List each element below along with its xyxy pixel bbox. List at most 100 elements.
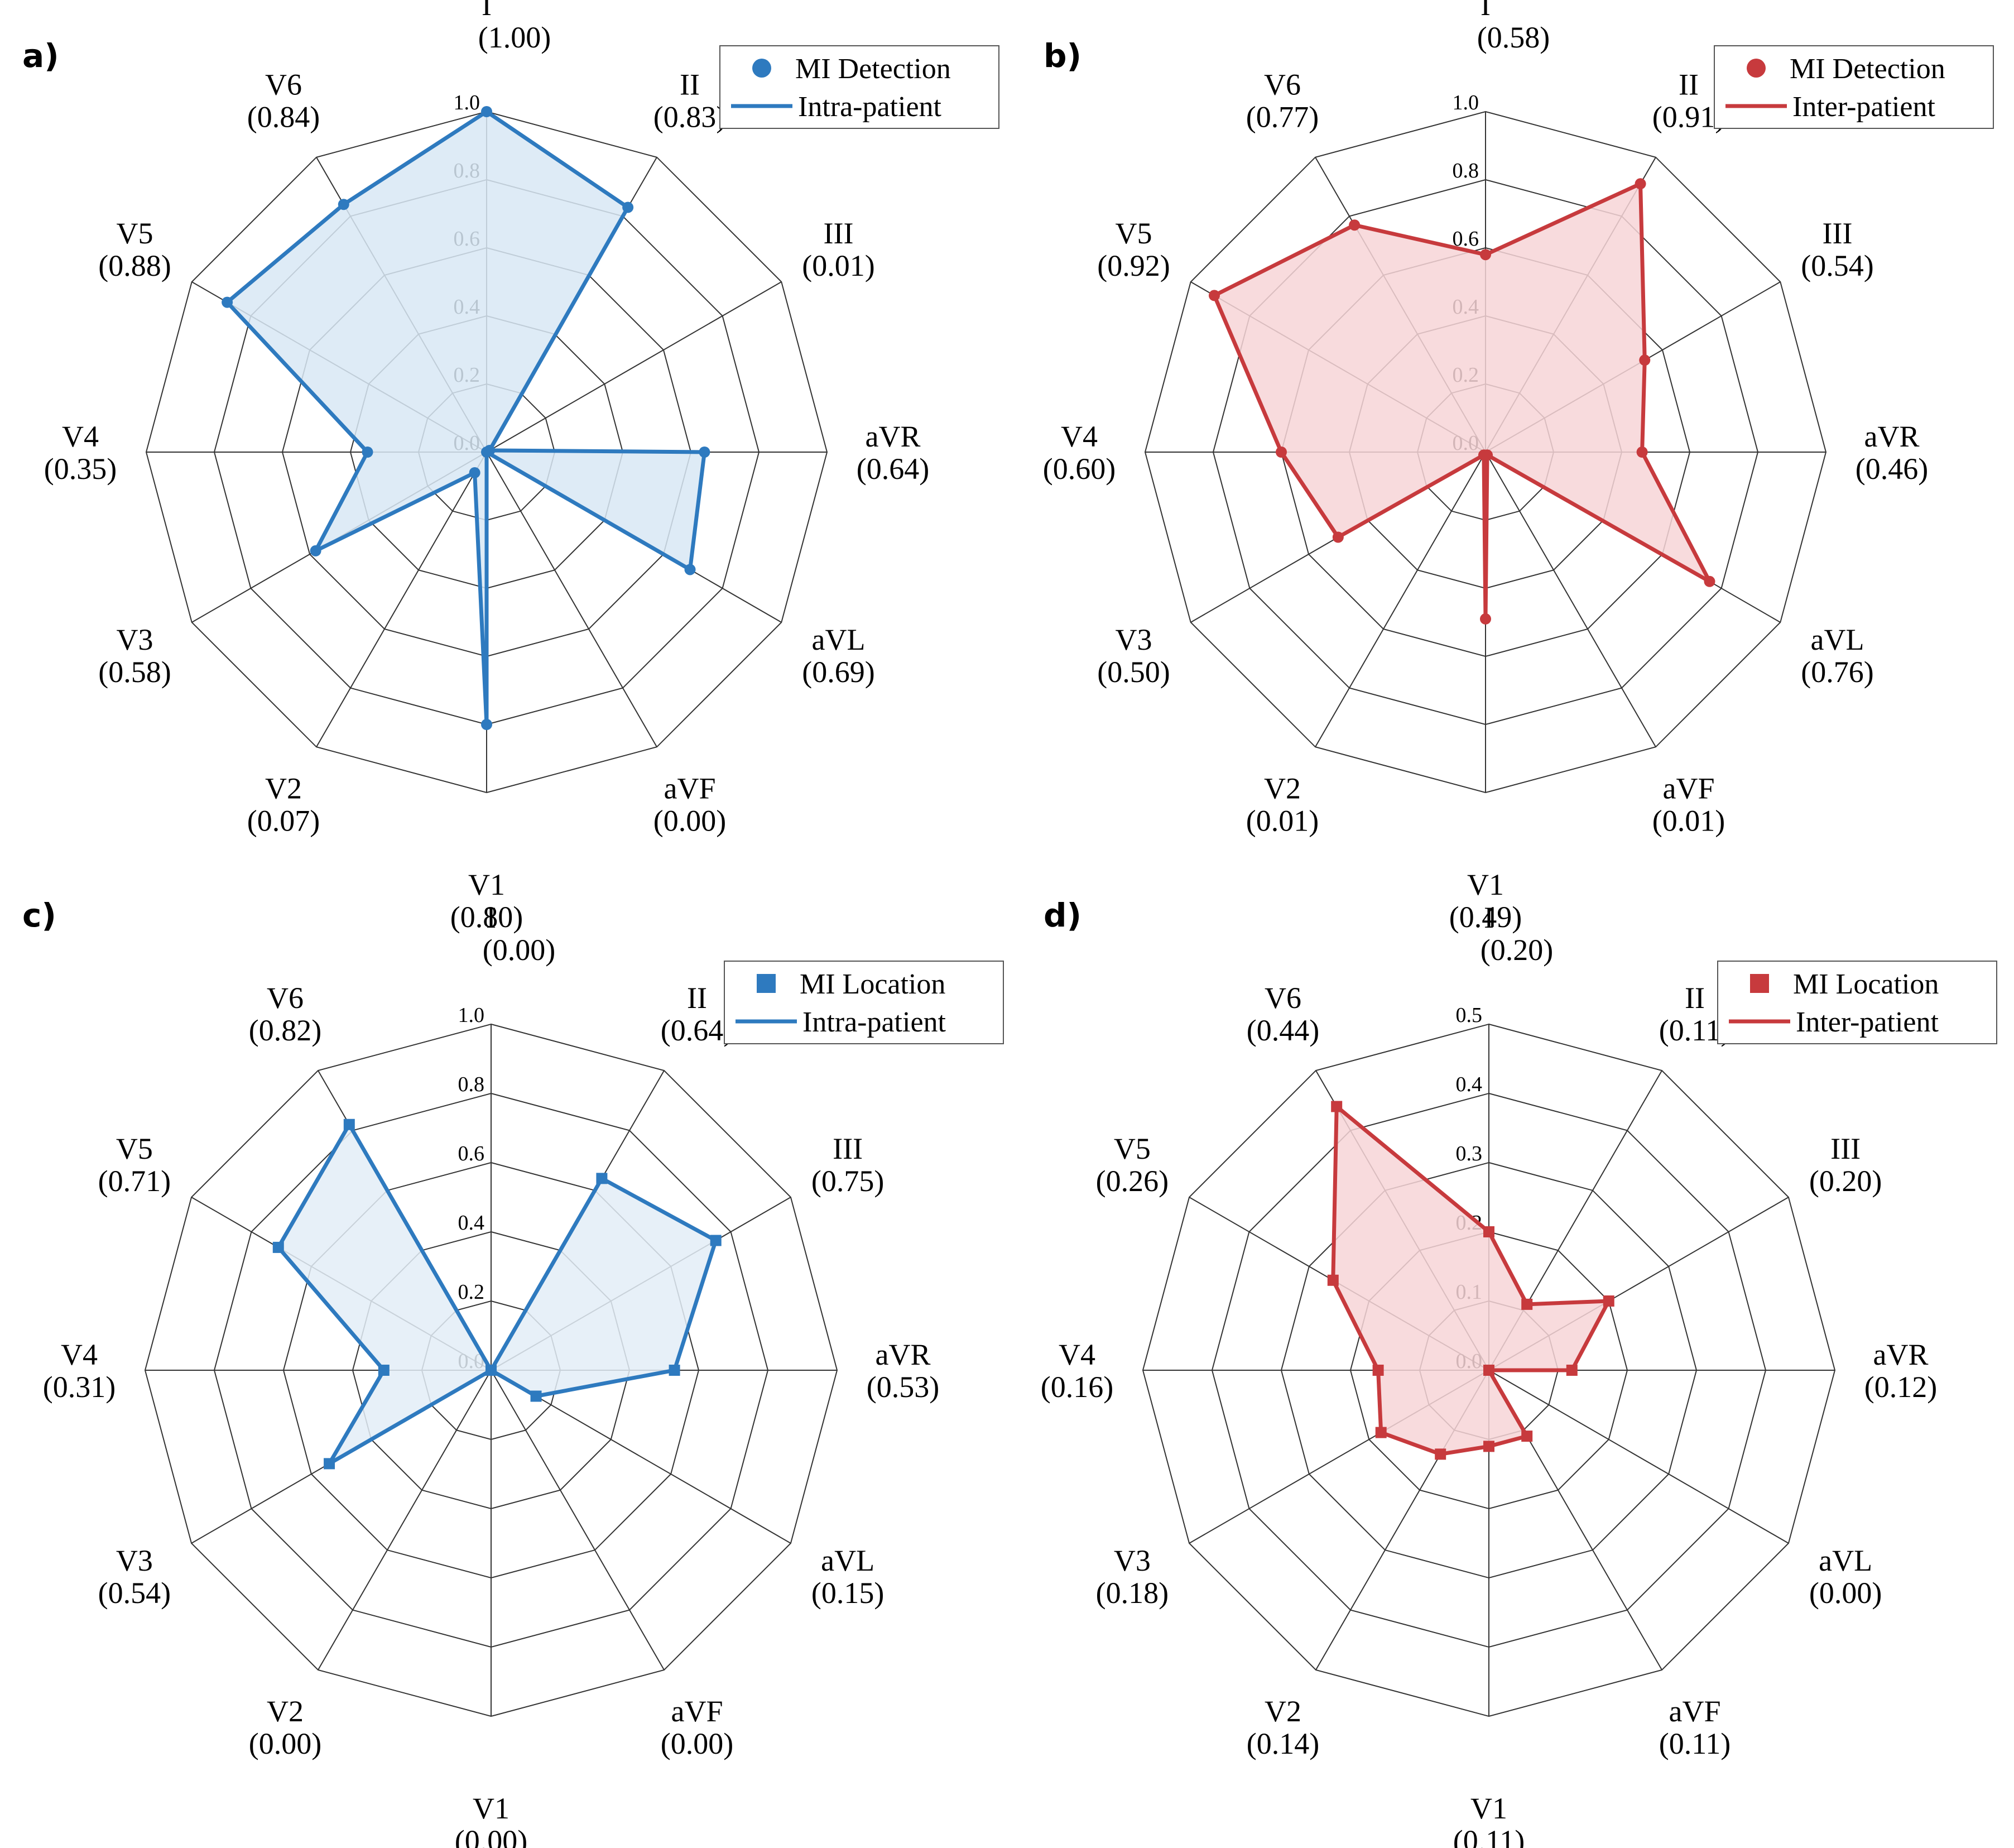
axis-value-III: (0.01) bbox=[802, 249, 874, 282]
axis-label-I: I bbox=[1484, 901, 1494, 934]
axis-value-V6: (0.44) bbox=[1247, 1014, 1319, 1047]
legend-marker-label: MI Location bbox=[1793, 968, 1939, 1000]
axis-label-II: II bbox=[1685, 981, 1705, 1015]
axis-value-V4: (0.60) bbox=[1043, 452, 1116, 486]
axis-value-aVF: (0.00) bbox=[661, 1727, 733, 1760]
data-point-II bbox=[622, 201, 634, 213]
axis-label-V3: V3 bbox=[1114, 1544, 1151, 1577]
axis-value-V2: (0.14) bbox=[1247, 1727, 1319, 1760]
axis-label-V1: V1 bbox=[1467, 868, 1504, 901]
data-point-III bbox=[1639, 354, 1651, 366]
axis-label-I: I bbox=[1481, 0, 1491, 22]
axis-value-V5: (0.71) bbox=[98, 1164, 171, 1198]
data-point-aVR bbox=[1636, 447, 1648, 458]
data-point-V2 bbox=[486, 1365, 497, 1376]
tick-label: 0.3 bbox=[1456, 1142, 1483, 1165]
axis-label-aVR: aVR bbox=[876, 1338, 931, 1371]
axis-label-aVF: aVF bbox=[671, 1695, 723, 1728]
axis-value-V5: (0.88) bbox=[98, 249, 171, 282]
axis-value-aVR: (0.46) bbox=[1856, 452, 1928, 486]
axis-label-III: III bbox=[823, 217, 853, 250]
axis-label-V6: V6 bbox=[267, 981, 304, 1015]
axis-value-V2: (0.00) bbox=[249, 1727, 321, 1760]
axis-value-V2: (0.01) bbox=[1246, 804, 1319, 837]
axis-label-aVF: aVF bbox=[1663, 771, 1715, 805]
axis-value-III: (0.54) bbox=[1801, 249, 1873, 282]
axis-label-aVF: aVF bbox=[1669, 1695, 1721, 1728]
tick-label: 0.8 bbox=[458, 1073, 485, 1096]
axis-label-aVF: aVF bbox=[664, 771, 716, 805]
radar-panel-c: c)0.00.20.40.60.81.0I(0.00)II(0.64)III(0… bbox=[22, 896, 1004, 1848]
data-point-V5 bbox=[222, 296, 233, 308]
data-point-I bbox=[1483, 1226, 1494, 1237]
legend-box bbox=[719, 45, 999, 129]
axis-label-I: I bbox=[482, 0, 492, 22]
tick-label: 0.5 bbox=[1456, 1004, 1483, 1027]
data-point-V3 bbox=[310, 545, 321, 556]
data-point-V4 bbox=[1276, 447, 1287, 458]
axis-value-V5: (0.26) bbox=[1096, 1164, 1169, 1198]
data-point-V4 bbox=[362, 447, 373, 458]
axis-label-aVL: aVL bbox=[1819, 1544, 1872, 1577]
radar-panel-b: b)0.00.20.40.60.81.0I(0.58)II(0.91)III(0… bbox=[1043, 0, 1994, 934]
axis-label-V1: V1 bbox=[1470, 1792, 1507, 1825]
grid-spoke bbox=[1315, 452, 1486, 747]
axis-value-I: (0.20) bbox=[1481, 933, 1553, 967]
data-point-V2 bbox=[469, 467, 480, 478]
data-point-V4 bbox=[378, 1365, 390, 1376]
grid-spoke bbox=[1488, 1370, 1789, 1544]
axis-value-aVR: (0.64) bbox=[857, 452, 929, 486]
axis-value-V3: (0.50) bbox=[1097, 655, 1170, 689]
axis-value-V3: (0.58) bbox=[98, 655, 171, 689]
data-point-V5 bbox=[1208, 290, 1220, 301]
legend-line-label: Inter-patient bbox=[1796, 1006, 1939, 1038]
tick-label: 1.0 bbox=[1453, 91, 1479, 114]
radar-panel-a: a)0.00.20.40.60.81.0I(1.00)II(0.83)III(0… bbox=[22, 0, 999, 934]
data-point-aVL bbox=[530, 1390, 542, 1402]
data-point-V3 bbox=[324, 1458, 335, 1470]
grid-spoke bbox=[491, 1370, 665, 1671]
axis-label-V3: V3 bbox=[1116, 623, 1152, 656]
axis-value-aVF: (0.00) bbox=[653, 804, 726, 837]
panel-letter: b) bbox=[1044, 37, 1081, 75]
axis-value-V2: (0.07) bbox=[247, 804, 320, 837]
legend-marker-label: MI Detection bbox=[1790, 53, 1945, 85]
data-point-V6 bbox=[343, 1119, 355, 1130]
axis-value-II: (0.91) bbox=[1652, 100, 1725, 134]
data-point-V6 bbox=[1331, 1101, 1343, 1112]
axis-value-V1: (0.49) bbox=[1449, 900, 1522, 934]
axis-value-aVR: (0.53) bbox=[867, 1370, 939, 1404]
data-point-III bbox=[710, 1235, 722, 1246]
axis-value-I: (0.58) bbox=[1477, 21, 1550, 54]
axis-label-aVL: aVL bbox=[821, 1544, 874, 1577]
axis-label-V6: V6 bbox=[1264, 68, 1301, 102]
axis-value-aVF: (0.01) bbox=[1652, 804, 1725, 837]
axis-label-V4: V4 bbox=[1059, 1338, 1095, 1371]
legend-line-label: Intra-patient bbox=[798, 91, 942, 123]
data-point-I bbox=[1480, 249, 1491, 261]
data-series-area bbox=[1212, 181, 1712, 621]
data-point-V3 bbox=[1332, 531, 1344, 543]
axis-label-V6: V6 bbox=[265, 68, 302, 102]
axis-label-V2: V2 bbox=[265, 771, 302, 805]
axis-value-V4: (0.35) bbox=[44, 452, 117, 486]
legend-marker-label: MI Location bbox=[800, 968, 945, 1000]
legend: MI Detection Intra-patient bbox=[719, 45, 999, 129]
data-point-aVL bbox=[684, 564, 696, 575]
panel-letter: a) bbox=[22, 37, 59, 75]
panel-letter: d) bbox=[1044, 896, 1081, 934]
axis-value-I: (0.00) bbox=[483, 933, 555, 967]
legend-box bbox=[1714, 45, 1994, 129]
axis-value-aVL: (0.69) bbox=[802, 655, 874, 689]
axis-label-V5: V5 bbox=[117, 217, 153, 250]
legend-marker-icon bbox=[1750, 974, 1769, 993]
data-point-V3 bbox=[1375, 1427, 1387, 1438]
data-point-aVL bbox=[1483, 1365, 1494, 1376]
axis-value-aVF: (0.11) bbox=[1659, 1727, 1731, 1760]
axis-label-V5: V5 bbox=[1116, 217, 1152, 250]
data-point-aVR bbox=[1566, 1365, 1578, 1376]
axis-value-aVL: (0.15) bbox=[811, 1576, 884, 1610]
axis-value-III: (0.75) bbox=[811, 1164, 884, 1198]
axis-label-V4: V4 bbox=[61, 1338, 98, 1371]
